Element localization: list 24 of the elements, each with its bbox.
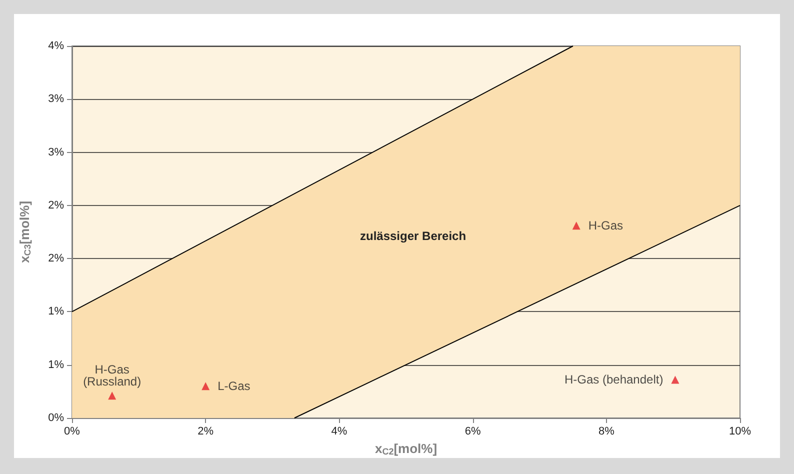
y-tick-label: 2% [48,252,64,265]
y-tick-label: 4% [48,40,64,52]
annotation: zulässiger Bereich [360,229,466,243]
y-axis-title: xC3[mol%] [17,200,32,264]
point [671,376,680,384]
y-tick-label: 2% [48,199,64,212]
x-tick-label: 6% [464,426,481,438]
y-tick-label: 3% [48,146,64,158]
x-tick-label: 0% [64,426,80,438]
series-label: H-Gas (behandelt) [564,372,664,387]
x-tick-label: 8% [598,426,615,438]
y-tick-label: 1% [48,306,64,318]
point [202,382,210,390]
series-label: H-Gas (Russland) [83,362,142,389]
series-label: L-Gas [218,379,250,394]
y-tick-label: 1% [48,358,64,371]
x-tick-label: 4% [331,426,348,438]
x-tick-label: 10% [728,426,752,438]
y-tick-label: 3% [48,93,64,106]
point [572,222,580,230]
y-tick-label: 0% [48,412,64,424]
point [108,392,116,400]
x-tick-label: 2% [198,426,214,438]
series-label: H-Gas [588,218,624,233]
